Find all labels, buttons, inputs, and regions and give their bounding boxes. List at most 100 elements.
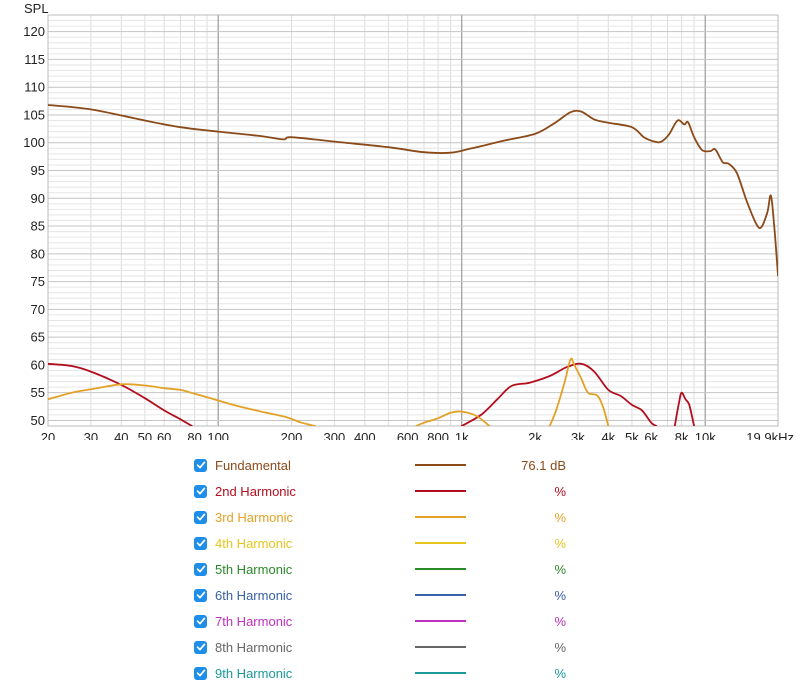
legend-item-5th-harmonic[interactable]: 5th Harmonic% bbox=[194, 556, 614, 582]
legend-checkbox[interactable] bbox=[194, 640, 207, 654]
legend-checkbox[interactable] bbox=[194, 484, 207, 498]
y-tick-label: 110 bbox=[24, 80, 45, 95]
x-tick-label: 200 bbox=[281, 430, 303, 440]
legend-line-swatch bbox=[415, 646, 466, 648]
x-tick-label: 4k bbox=[601, 430, 615, 440]
legend-value: % bbox=[554, 535, 566, 551]
x-tick-label: 400 bbox=[354, 430, 376, 440]
legend-checkbox[interactable] bbox=[194, 588, 207, 602]
y-tick-label: 100 bbox=[23, 135, 45, 150]
series-line-fundamental bbox=[48, 104, 778, 277]
y-tick-label: 75 bbox=[31, 274, 45, 289]
legend-value: % bbox=[554, 639, 566, 655]
legend-label: 7th Harmonic bbox=[215, 613, 293, 629]
x-tick-label: 6k bbox=[644, 430, 658, 440]
series-line-2nd-harmonic bbox=[673, 391, 695, 426]
legend-value: % bbox=[554, 587, 566, 603]
x-tick-label: 3k bbox=[571, 430, 585, 440]
legend-checkbox[interactable] bbox=[194, 614, 207, 628]
legend-item-4th-harmonic[interactable]: 4th Harmonic% bbox=[194, 530, 614, 556]
checkmark-icon bbox=[196, 565, 205, 573]
x-tick-label: 40 bbox=[114, 430, 128, 440]
x-tick-label: 5k bbox=[625, 430, 639, 440]
minor-grid bbox=[47, 15, 778, 426]
legend-item-fundamental[interactable]: Fundamental 76.1 dB bbox=[194, 452, 614, 478]
y-tick-label: 55 bbox=[31, 385, 45, 400]
legend-checkbox[interactable] bbox=[194, 458, 207, 472]
legend-checkbox[interactable] bbox=[194, 510, 207, 524]
legend-checkbox[interactable] bbox=[194, 536, 207, 550]
x-tick-label: 600 bbox=[397, 430, 419, 440]
x-tick-label: 800 bbox=[427, 430, 449, 440]
series-line-2nd-harmonic bbox=[460, 362, 658, 426]
series-line-2nd-harmonic bbox=[48, 362, 193, 426]
y-tick-label: 120 bbox=[23, 24, 45, 39]
series-layer bbox=[48, 104, 778, 426]
y-tick-label: 95 bbox=[31, 163, 45, 178]
x-tick-label: 80 bbox=[187, 430, 201, 440]
legend: Fundamental 76.1 dB 2nd Harmonic% 3rd Harmo… bbox=[194, 452, 614, 686]
legend-line-swatch bbox=[415, 672, 466, 674]
y-tick-label: 70 bbox=[31, 302, 45, 317]
x-tick-label: 19.9kHz bbox=[746, 430, 794, 440]
legend-line-swatch bbox=[415, 490, 466, 492]
legend-label: 6th Harmonic bbox=[215, 587, 293, 603]
y-tick-label: 115 bbox=[24, 52, 45, 67]
legend-line-swatch bbox=[415, 594, 466, 596]
y-axis-title: SPL bbox=[24, 1, 49, 16]
series-line-3rd-harmonic bbox=[415, 410, 491, 426]
legend-checkbox[interactable] bbox=[194, 666, 207, 680]
x-tick-label: 1k bbox=[455, 430, 469, 440]
y-tick-label: 60 bbox=[31, 357, 45, 372]
series-line-3rd-harmonic bbox=[548, 357, 610, 426]
x-tick-label: 8k bbox=[675, 430, 689, 440]
y-tick-label: 80 bbox=[31, 246, 45, 261]
legend-value: % bbox=[554, 483, 566, 499]
legend-line-swatch bbox=[415, 620, 466, 622]
frequency-response-chart: SPL 12011511010510095908580757065605550 … bbox=[23, 1, 794, 440]
checkmark-icon bbox=[196, 539, 205, 547]
y-tick-label: 105 bbox=[23, 107, 45, 122]
legend-item-8th-harmonic[interactable]: 8th Harmonic% bbox=[194, 634, 614, 660]
legend-item-6th-harmonic[interactable]: 6th Harmonic% bbox=[194, 582, 614, 608]
x-tick-labels: 20 30 40 50 60 80 100 200 300 400 600 800 1k 2k 3k 4k 5k… bbox=[41, 430, 794, 440]
y-tick-label: 65 bbox=[31, 330, 45, 345]
legend-label: 4th Harmonic bbox=[215, 535, 293, 551]
y-tick-label: 85 bbox=[31, 219, 45, 234]
checkmark-icon bbox=[196, 513, 205, 521]
y-tick-label: 90 bbox=[31, 191, 45, 206]
legend-item-7th-harmonic[interactable]: 7th Harmonic% bbox=[194, 608, 614, 634]
x-tick-label: 2k bbox=[528, 430, 542, 440]
legend-line-swatch bbox=[415, 464, 466, 466]
x-tick-label: 10k bbox=[695, 430, 716, 440]
checkmark-icon bbox=[196, 617, 205, 625]
legend-checkbox[interactable] bbox=[194, 562, 207, 576]
x-tick-label: 20 bbox=[41, 430, 55, 440]
major-grid bbox=[48, 15, 778, 426]
legend-value: 76.1 dB bbox=[521, 457, 566, 473]
legend-value: % bbox=[554, 509, 566, 525]
x-tick-label: 300 bbox=[324, 430, 346, 440]
x-tick-label: 100 bbox=[207, 430, 229, 440]
legend-line-swatch bbox=[415, 542, 466, 544]
x-tick-label: 60 bbox=[157, 430, 171, 440]
y-tick-labels: 120 115 110 105 100 95 90 85 80 75 70 65 60 55 50 bbox=[23, 24, 45, 428]
plot-area bbox=[47, 14, 779, 427]
x-tick-label: 30 bbox=[84, 430, 98, 440]
legend-label: 2nd Harmonic bbox=[215, 483, 296, 499]
legend-label: 5th Harmonic bbox=[215, 561, 293, 577]
checkmark-icon bbox=[196, 591, 205, 599]
legend-label: 8th Harmonic bbox=[215, 639, 293, 655]
checkmark-icon bbox=[196, 487, 205, 495]
legend-label: 3rd Harmonic bbox=[215, 509, 294, 525]
checkmark-icon bbox=[196, 461, 205, 469]
legend-item-3rd-harmonic[interactable]: 3rd Harmonic% bbox=[194, 504, 614, 530]
legend-value: % bbox=[554, 665, 566, 681]
x-tick-label: 50 bbox=[138, 430, 152, 440]
series-line-3rd-harmonic bbox=[48, 383, 316, 426]
legend-label: Fundamental bbox=[215, 457, 291, 473]
y-tick-label: 50 bbox=[31, 413, 45, 428]
legend-item-9th-harmonic[interactable]: 9th Harmonic% bbox=[194, 660, 614, 686]
legend-item-2nd-harmonic[interactable]: 2nd Harmonic% bbox=[194, 478, 614, 504]
legend-line-swatch bbox=[415, 568, 466, 570]
